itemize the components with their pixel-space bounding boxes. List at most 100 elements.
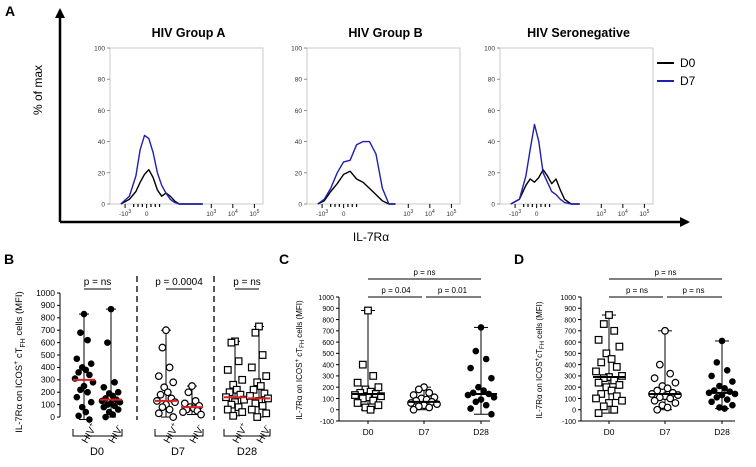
y-tick-label: 300 xyxy=(564,374,576,381)
data-point xyxy=(258,401,267,410)
data-point xyxy=(77,329,84,336)
data-point xyxy=(100,403,108,411)
data-point xyxy=(247,363,256,372)
x-tick-exp: 5 xyxy=(647,209,650,215)
data-point xyxy=(716,404,723,411)
category-label-main: HIV xyxy=(80,425,98,445)
data-point xyxy=(592,394,600,403)
data-point xyxy=(358,394,367,403)
data-point xyxy=(158,343,167,352)
panel-b-label: B xyxy=(4,251,14,267)
x-tick-base: 10 xyxy=(425,211,433,218)
y-tick-label: 300 xyxy=(41,375,55,385)
data-point xyxy=(653,405,662,414)
y-tick-label: 100 xyxy=(564,396,576,403)
y-tick-label: 700 xyxy=(322,329,334,336)
category-label-sup: + xyxy=(170,422,178,429)
panel-c: C IL-7Rα on ICOS+ cTFH cells (MFI) -100 0… xyxy=(279,251,498,437)
data-point xyxy=(73,393,81,401)
panel-d: D IL-7Rα on ICOS+cTFH cells (MFI) -100 0 1… xyxy=(514,251,739,437)
x-tick-label: 103 xyxy=(403,209,413,218)
y-tick-label: 800 xyxy=(41,313,55,323)
x-tick-label: D28 xyxy=(714,427,730,437)
y-tick-label: 900 xyxy=(564,306,576,313)
x-tick-label: 104 xyxy=(425,209,435,218)
y-tick-label: 60 xyxy=(488,108,496,115)
data-point xyxy=(597,390,606,398)
panel-c-ylabel-ct: cT xyxy=(295,348,304,359)
data-point xyxy=(107,305,115,313)
y-tick-label: 400 xyxy=(564,362,576,369)
y-tick-label: 0 xyxy=(491,202,495,209)
x-tick-exp: 3 xyxy=(128,209,131,215)
histogram-line-d7 xyxy=(317,140,396,205)
data-point xyxy=(409,405,418,414)
data-point xyxy=(612,362,621,371)
x-tick-label: 104 xyxy=(228,209,238,218)
data-point xyxy=(723,396,731,403)
panel-a-xlabel: IL-7Rα xyxy=(353,230,389,244)
data-point xyxy=(165,363,174,372)
data-point xyxy=(169,378,178,387)
x-tick-base: -10 xyxy=(509,211,519,218)
histogram-title: HIV Group A xyxy=(152,26,226,40)
data-point xyxy=(353,378,362,387)
scatter-panel-d: -100 0 100 200 300 400 500 600 700 800 900 1000 D0 D7… xyxy=(560,268,739,437)
data-point xyxy=(663,384,672,393)
data-point xyxy=(723,366,731,374)
data-point xyxy=(358,360,367,369)
data-point xyxy=(663,403,672,412)
data-point xyxy=(594,335,603,344)
y-tick-label: 200 xyxy=(564,385,576,392)
x-tick-label: D28 xyxy=(473,427,489,437)
legend-d7-label: D7 xyxy=(680,74,696,88)
data-point xyxy=(77,386,84,394)
data-point xyxy=(731,390,739,398)
panel-a-label: A xyxy=(5,3,15,19)
data-point xyxy=(425,403,434,412)
y-tick-label: -100 xyxy=(562,419,576,426)
y-tick-label: 800 xyxy=(564,317,576,324)
data-point xyxy=(602,349,611,358)
data-point xyxy=(111,379,118,386)
data-point xyxy=(234,357,243,366)
y-tick-label: 500 xyxy=(322,351,334,358)
data-point xyxy=(169,413,178,421)
data-point xyxy=(718,337,726,345)
panel-b-ylabel-ct: cT xyxy=(14,347,25,360)
panel-b-ylabel: IL-7Rα on ICOS+ cTFH cells (MFI) xyxy=(13,291,27,432)
data-point xyxy=(114,406,122,413)
y-tick-label: 60 xyxy=(295,108,303,115)
x-tick-exp: 3 xyxy=(411,209,414,215)
bracket-d7 xyxy=(154,429,204,437)
data-point xyxy=(488,374,495,382)
x-tick-base: 10 xyxy=(403,211,411,218)
x-tick-label: 105 xyxy=(639,209,649,218)
x-tick-base: 10 xyxy=(618,211,626,218)
data-point xyxy=(78,403,86,411)
x-tick-base: 10 xyxy=(446,211,454,218)
category-label: HIV- xyxy=(106,422,126,445)
x-tick-exp: 4 xyxy=(625,209,628,215)
y-tick-label: 40 xyxy=(488,139,496,146)
data-point xyxy=(364,306,372,315)
data-point xyxy=(477,396,485,403)
pvalue-label: p = 0.0004 xyxy=(155,277,203,288)
panel-d-label: D xyxy=(514,251,524,267)
data-point xyxy=(86,371,93,379)
data-point xyxy=(472,347,480,355)
bracket-d28 xyxy=(223,429,271,437)
data-point xyxy=(75,412,82,420)
panel-b-group-brackets: D0 D7 D28 xyxy=(72,429,271,458)
x-tick-label: D7 xyxy=(660,427,671,437)
y-tick-label: 80 xyxy=(98,77,106,84)
data-point xyxy=(610,405,619,414)
data-point xyxy=(467,405,474,412)
y-tick-label: 80 xyxy=(488,77,496,84)
data-point xyxy=(594,409,603,418)
y-tick-label: 200 xyxy=(322,385,334,392)
data-point xyxy=(353,399,362,407)
histogram-title: HIV Group B xyxy=(348,26,422,40)
histogram-line-d7 xyxy=(510,123,580,205)
data-point xyxy=(472,398,480,406)
